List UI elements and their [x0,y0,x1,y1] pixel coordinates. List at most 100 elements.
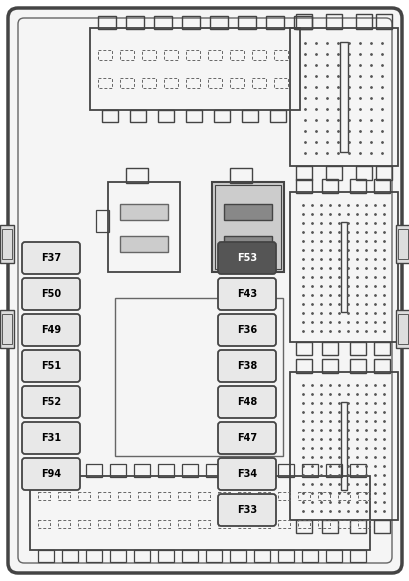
Bar [154,16,172,29]
Bar [218,492,229,500]
Bar [229,78,243,88]
Bar [257,520,270,528]
Bar [86,464,102,477]
Bar [295,14,311,29]
Bar [349,179,365,193]
Text: F43: F43 [236,289,256,299]
Bar [164,50,178,60]
Bar [395,310,409,348]
Bar [157,492,170,500]
Bar [98,16,116,29]
Bar [325,550,341,562]
Bar [198,520,209,528]
Bar [293,16,311,29]
Bar [229,50,243,60]
Bar [86,550,102,562]
FancyBboxPatch shape [22,350,80,382]
Bar [0,310,14,348]
Bar [98,492,110,500]
Bar [38,520,50,528]
Bar [357,492,369,500]
Text: F47: F47 [236,433,256,443]
Bar [375,166,391,180]
Bar [207,78,221,88]
Bar [118,520,130,528]
Bar [301,464,317,477]
Bar [273,50,287,60]
Text: F33: F33 [236,505,256,515]
Bar [182,464,198,477]
Bar [277,492,289,500]
Bar [375,14,391,29]
Bar [115,298,282,456]
Bar [157,520,170,528]
Bar [30,476,369,550]
Bar [182,550,198,562]
FancyBboxPatch shape [218,422,275,454]
Bar [157,464,173,477]
Text: F34: F34 [236,469,256,479]
Bar [218,520,229,528]
Bar [205,464,221,477]
Bar [126,16,144,29]
Bar [211,182,283,272]
Bar [209,16,227,29]
Bar [325,14,341,29]
Text: F48: F48 [236,397,256,407]
Bar [297,520,309,528]
Bar [110,464,126,477]
Bar [349,342,365,355]
Bar [295,359,311,373]
Bar [270,110,285,122]
Bar [277,464,293,477]
Bar [205,550,221,562]
Bar [349,359,365,373]
Bar [317,520,329,528]
FancyBboxPatch shape [22,386,80,418]
Bar [301,550,317,562]
Bar [349,550,365,562]
FancyBboxPatch shape [22,242,80,274]
Bar [295,166,311,180]
Bar [38,550,54,562]
Bar [138,492,150,500]
Bar [157,550,173,562]
FancyBboxPatch shape [22,422,80,454]
Bar [178,520,189,528]
Bar [237,520,249,528]
Bar [110,550,126,562]
Bar [108,182,180,272]
FancyBboxPatch shape [8,8,401,573]
Text: F37: F37 [41,253,61,263]
Bar [58,492,70,500]
Text: F52: F52 [41,397,61,407]
Bar [62,550,78,562]
Bar [349,464,365,477]
FancyBboxPatch shape [218,458,275,490]
Bar [118,492,130,500]
Bar [297,492,309,500]
Bar [252,50,265,60]
Bar [126,168,148,183]
Bar [373,342,389,355]
Text: F36: F36 [236,325,256,335]
Bar [254,464,270,477]
Bar [78,520,90,528]
Bar [2,229,12,259]
FancyBboxPatch shape [218,350,275,382]
Bar [349,520,365,533]
Bar [223,204,271,220]
Bar [186,50,200,60]
Bar [2,314,12,344]
Bar [397,314,407,344]
Bar [289,372,397,520]
Bar [295,520,311,533]
FancyBboxPatch shape [218,494,275,526]
Bar [265,16,283,29]
Bar [138,520,150,528]
FancyBboxPatch shape [218,314,275,346]
Bar [277,520,289,528]
Text: F51: F51 [41,361,61,371]
Bar [198,492,209,500]
Bar [339,42,347,152]
